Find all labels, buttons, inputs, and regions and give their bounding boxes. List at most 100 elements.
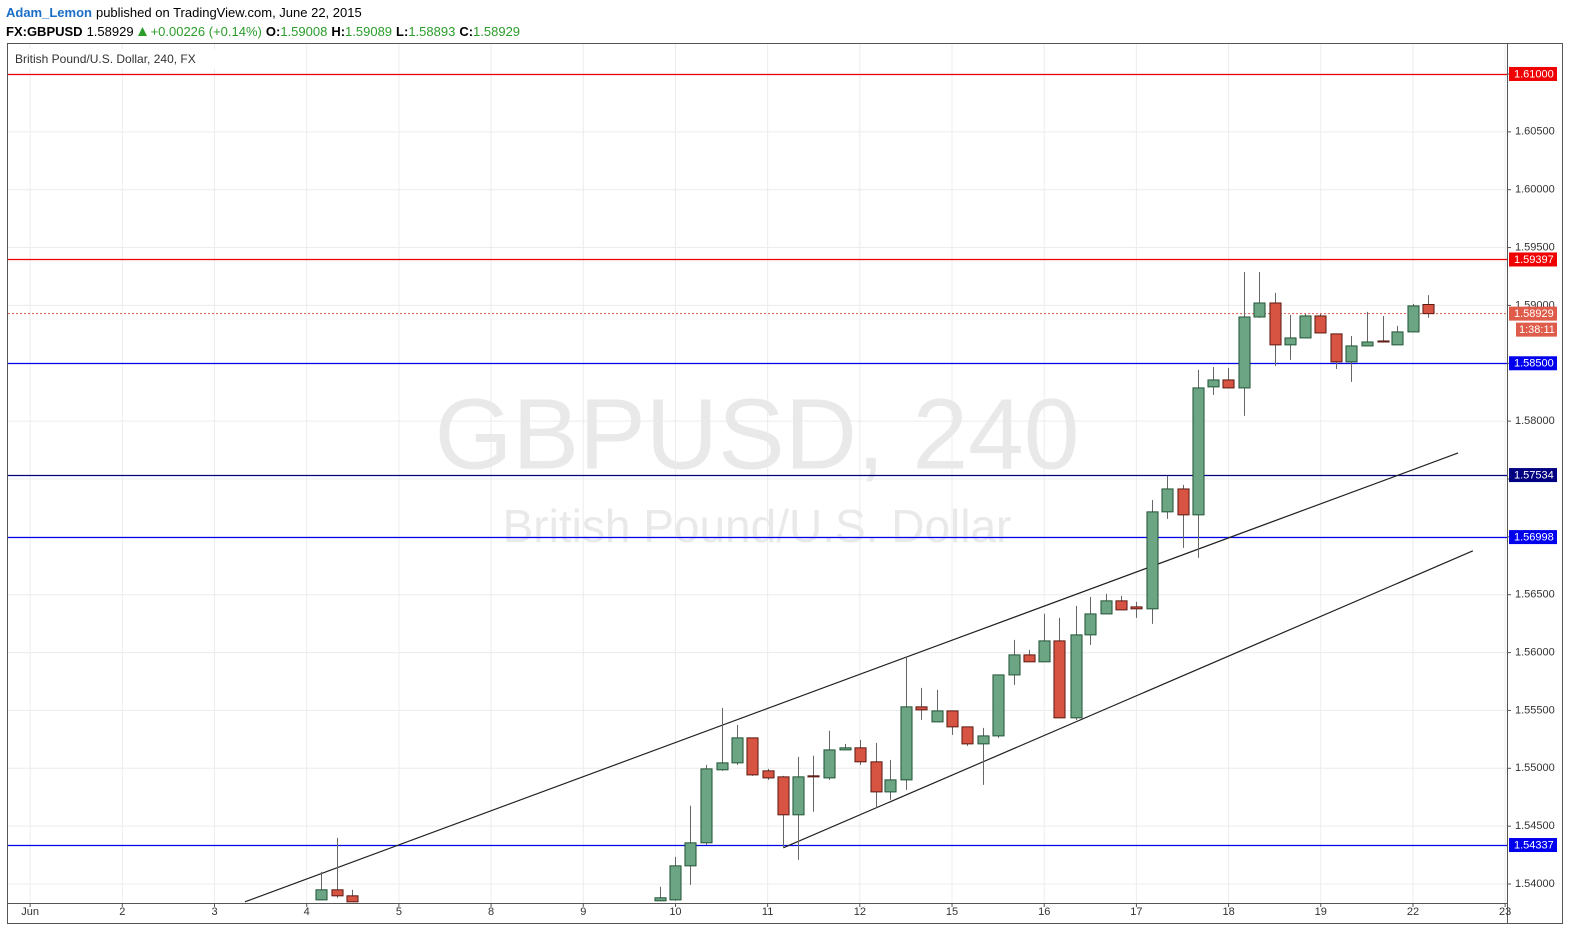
- watermark-subtitle: British Pound/U.S. Dollar: [503, 500, 1012, 552]
- candle-body: [1269, 302, 1282, 346]
- candle-body: [1391, 331, 1404, 346]
- candle-body: [1314, 315, 1327, 334]
- last: 1.58929: [86, 24, 134, 39]
- candle-body: [1008, 654, 1021, 676]
- level-label: 1.56998: [1514, 531, 1554, 543]
- watermark-title: GBPUSD, 240: [435, 378, 1080, 490]
- x-tick-label: 9: [580, 906, 586, 918]
- candle-body: [1345, 345, 1358, 363]
- candle-body: [870, 761, 883, 793]
- candle-body: [669, 865, 682, 901]
- level-label-bg: [1509, 468, 1557, 483]
- candle-body: [1053, 640, 1066, 719]
- candle-body: [1146, 511, 1159, 610]
- y-tick-label: 1.56500: [1515, 589, 1555, 601]
- candle-body: [884, 779, 897, 793]
- ohlc-item: L:1.58893: [396, 22, 455, 41]
- candle-body: [700, 768, 713, 844]
- candle-body: [1070, 634, 1083, 719]
- symbol: FX:GBPUSD: [6, 24, 83, 39]
- trendline: [783, 550, 1474, 849]
- candle-body: [684, 842, 697, 867]
- header-row: Adam_Lemon published on TradingView.com,…: [6, 3, 520, 22]
- candle-body: [346, 895, 359, 903]
- ohlc-value: 1.58893: [408, 24, 456, 39]
- candle-body: [977, 735, 990, 745]
- candle-body: [1222, 379, 1235, 389]
- published: published on TradingView.com, June 22, 2…: [95, 5, 362, 20]
- last-price-label: 1.58929: [1514, 308, 1554, 320]
- level-label-bg: [1509, 252, 1557, 267]
- candle-body: [1115, 600, 1128, 611]
- author[interactable]: Adam_Lemon: [6, 5, 92, 20]
- candle-body: [1100, 600, 1113, 615]
- y-tick-label: 1.54000: [1515, 878, 1555, 890]
- ohlc: O:1.59008 H:1.59089 L:1.58893 C:1.58929: [266, 22, 520, 41]
- candle-body: [1207, 379, 1220, 388]
- ohlc-label: L:: [396, 24, 409, 39]
- candle-body: [915, 706, 928, 711]
- y-tick-label: 1.60000: [1515, 184, 1555, 196]
- candle-body: [1299, 315, 1312, 339]
- candle-body: [839, 747, 852, 751]
- countdown-bg: [1516, 322, 1557, 337]
- x-tick-label: 5: [396, 906, 402, 918]
- candle-body: [854, 747, 867, 763]
- ohlc-value: 1.59008: [280, 24, 328, 39]
- candle-body: [931, 710, 944, 723]
- candle-body: [992, 674, 1005, 737]
- level-label-bg: [1509, 356, 1557, 371]
- x-tick-label: 10: [669, 906, 681, 918]
- countdown: 1:38:11: [1519, 324, 1555, 336]
- x-tick-label: 23: [1499, 906, 1511, 918]
- level-label: 1.61000: [1514, 68, 1554, 80]
- ohlc-item: O:1.59008: [266, 22, 327, 41]
- x-tick-label: 8: [488, 906, 494, 918]
- x-tick-label: 15: [946, 906, 958, 918]
- candle-body: [1407, 305, 1420, 333]
- candle-body: [331, 889, 344, 897]
- candle-body: [762, 770, 775, 779]
- y-tick-label: 1.54500: [1515, 820, 1555, 832]
- x-tick-label: 22: [1407, 906, 1419, 918]
- x-tick-label: 18: [1222, 906, 1234, 918]
- candle-body: [792, 776, 805, 816]
- candle-body: [900, 706, 913, 781]
- marks: [8, 73, 1507, 903]
- legend: British Pound/U.S. Dollar, 240, FX: [15, 52, 196, 66]
- candle-body: [823, 749, 836, 779]
- level-label: 1.59397: [1514, 254, 1554, 266]
- axes: 1.54000 1.54500 1.55000 1.55500 1.56000 1.565…: [21, 66, 1557, 918]
- x-tick-label: 4: [304, 906, 310, 918]
- x-tick-label: 17: [1130, 906, 1142, 918]
- x-tick-label: 16: [1038, 906, 1050, 918]
- ohlc-label: O:: [265, 24, 281, 39]
- candle-body: [1192, 387, 1205, 516]
- trendline: [244, 452, 1459, 903]
- candle-body: [1284, 337, 1297, 346]
- level-label-bg: [1509, 66, 1557, 81]
- quote-row: FX:GBPUSD 1.58929 +0.00226 (+0.14%) O:1.…: [6, 22, 520, 41]
- y-tick-label: 1.55500: [1515, 704, 1555, 716]
- ohlc-label: H:: [331, 24, 346, 39]
- x-tick-label: Jun: [21, 906, 39, 918]
- candle-body: [654, 897, 667, 902]
- ohlc-item: C:1.58929: [459, 22, 520, 41]
- candle-body: [315, 889, 328, 901]
- level-label: 1.57534: [1514, 469, 1554, 481]
- x-tick-label: 2: [119, 906, 125, 918]
- legend-bg: [9, 49, 224, 69]
- x-tick-label: 11: [762, 906, 773, 918]
- candle-body: [1023, 654, 1036, 663]
- ohlc-value: 1.59089: [345, 24, 393, 39]
- candle-body: [1161, 488, 1174, 513]
- candle-body: [1330, 333, 1343, 363]
- x-tick-label: 12: [854, 906, 866, 918]
- last-price-bg: [1509, 306, 1557, 321]
- candle-body: [946, 710, 959, 728]
- candle-body: [1084, 613, 1097, 636]
- candle-body: [731, 737, 744, 764]
- ohlc-value: 1.58929: [473, 24, 521, 39]
